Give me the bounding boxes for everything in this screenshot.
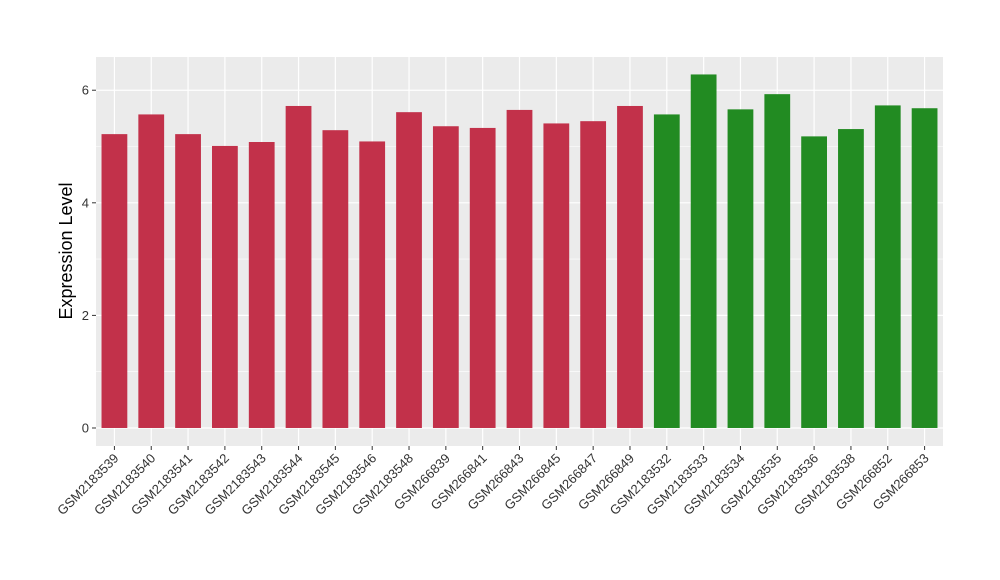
y-tick-label: 2 bbox=[82, 308, 89, 323]
bar-GSM266845 bbox=[543, 123, 570, 428]
y-tick-label: 4 bbox=[82, 195, 89, 210]
y-tick-label: 0 bbox=[82, 420, 89, 435]
bar-GSM266841 bbox=[469, 127, 496, 428]
bar-GSM2183544 bbox=[285, 105, 312, 428]
bar-GSM266852 bbox=[874, 105, 901, 428]
bar-GSM266853 bbox=[911, 108, 938, 428]
bar-GSM2183532 bbox=[653, 114, 680, 428]
bar-GSM2183533 bbox=[690, 74, 717, 428]
bar-GSM2183546 bbox=[359, 141, 386, 428]
bar-GSM2183534 bbox=[727, 109, 754, 428]
bar-GSM2183535 bbox=[764, 94, 791, 428]
bar-GSM2183540 bbox=[138, 114, 165, 428]
bar-GSM2183543 bbox=[248, 142, 275, 428]
bar-GSM266847 bbox=[580, 121, 607, 428]
y-axis-label: Expression Level bbox=[56, 182, 76, 319]
bar-GSM266839 bbox=[432, 126, 459, 428]
bar-GSM266843 bbox=[506, 109, 533, 428]
bar-GSM2183541 bbox=[175, 134, 201, 428]
bar-GSM2183548 bbox=[396, 112, 422, 428]
bar-GSM2183539 bbox=[101, 134, 128, 428]
bar-GSM266849 bbox=[617, 105, 643, 428]
bar-GSM2183538 bbox=[838, 129, 864, 428]
y-tick-label: 6 bbox=[82, 83, 89, 98]
bar-GSM2183545 bbox=[322, 130, 349, 428]
bar-GSM2183542 bbox=[212, 145, 238, 428]
bar-GSM2183536 bbox=[801, 136, 827, 428]
